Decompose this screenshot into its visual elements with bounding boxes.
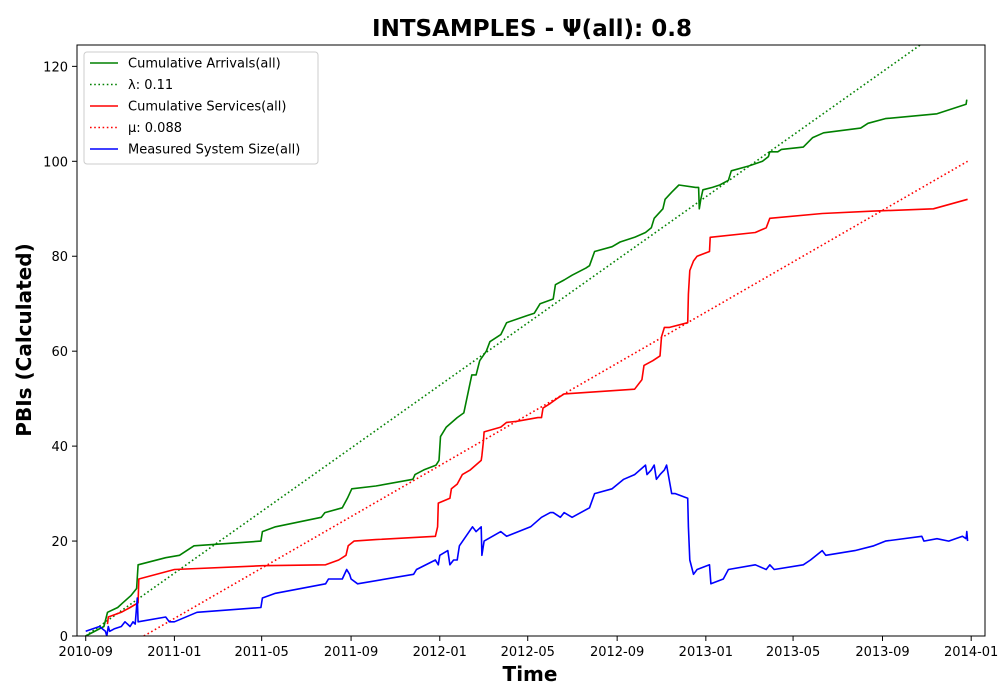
legend-label: Cumulative Services(all): [128, 100, 286, 115]
x-tick-label: 2010-09: [59, 645, 113, 660]
x-tick-label: 2012-01: [413, 645, 467, 660]
x-axis-title: Time: [503, 662, 558, 686]
series-line-4: [85, 464, 969, 636]
legend-label: Cumulative Arrivals(all): [128, 57, 281, 72]
legend-label: μ: 0.088: [128, 121, 182, 136]
x-tick-label: 2013-09: [855, 645, 909, 660]
y-tick-label: 120: [43, 60, 68, 75]
series-line-2: [106, 198, 968, 625]
x-tick-label: 2013-01: [679, 645, 733, 660]
x-tick-label: 2012-05: [501, 645, 555, 660]
plot-frame: [76, 44, 986, 637]
legend-label: Measured System Size(all): [128, 143, 300, 158]
plot-series: [85, 45, 969, 636]
series-line-0: [85, 99, 968, 636]
x-tick-label: 2014-01: [944, 645, 998, 660]
legend-label: λ: 0.11: [128, 78, 173, 93]
x-tick-label: 2011-09: [324, 645, 378, 660]
series-line-3: [143, 160, 968, 636]
y-tick-label: 60: [51, 345, 68, 360]
y-tick-label: 80: [51, 250, 68, 265]
y-tick-label: 20: [51, 535, 68, 550]
y-tick-label: 40: [51, 440, 68, 455]
x-tick-label: 2013-05: [766, 645, 820, 660]
y-tick-label: 100: [43, 155, 68, 170]
x-tick-label: 2011-01: [147, 645, 201, 660]
legend-box: [83, 51, 319, 165]
y-tick-label: 0: [60, 630, 68, 645]
legend: Cumulative Arrivals(all) λ: 0.11 Cumulativ…: [83, 51, 319, 165]
axis-ticks: 2010-09 2011-01 2011-05 2011-09 2012-01 2012-…: [43, 60, 998, 660]
x-tick-label: 2012-09: [590, 645, 644, 660]
y-axis-title: PBIs (Calculated): [12, 243, 36, 436]
series-line-1: [85, 45, 922, 636]
chart-title: INTSAMPLES - Ψ(all): 0.8: [372, 16, 692, 42]
x-tick-label: 2011-05: [234, 645, 288, 660]
